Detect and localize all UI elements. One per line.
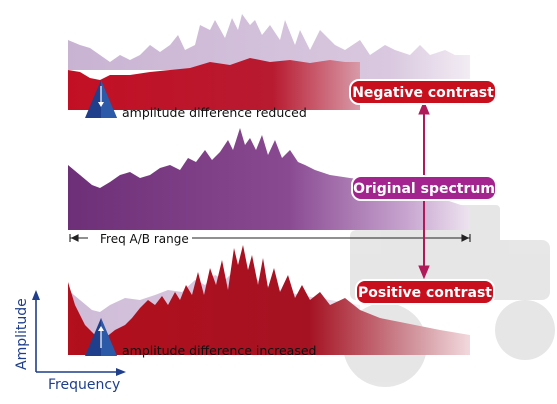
positive-contrast-panel: amplitude difference increased [68, 245, 470, 358]
axes-legend: Amplitude Frequency [14, 290, 126, 393]
positive-contrast-badge: Positive contrast [355, 279, 495, 305]
original-spectrum-label: Original spectrum [353, 181, 495, 197]
arrow-down-icon [85, 80, 117, 118]
positive-spectrum [68, 245, 470, 355]
negative-spectrum [68, 58, 360, 110]
amplitude-axis-label: Amplitude [14, 298, 30, 370]
negative-contrast-badge: Negative contrast [349, 79, 497, 105]
original-spectrum-badge: Original spectrum [351, 175, 497, 201]
amplitude-increased-label: amplitude difference increased [122, 343, 316, 358]
original-spectrum [68, 128, 470, 230]
frequency-axis-label: Frequency [48, 377, 120, 393]
positive-contrast-label: Positive contrast [358, 285, 492, 301]
freq-range-label: Freq A/B range [100, 232, 189, 246]
amplitude-reduced-label: amplitude difference reduced [122, 105, 307, 120]
arrow-up-icon [85, 318, 117, 356]
original-spectrum-panel: Freq A/B range [68, 128, 471, 246]
ghost-spectrum-top [68, 14, 470, 85]
negative-contrast-panel: amplitude difference reduced [68, 14, 470, 120]
negative-contrast-label: Negative contrast [352, 85, 494, 101]
